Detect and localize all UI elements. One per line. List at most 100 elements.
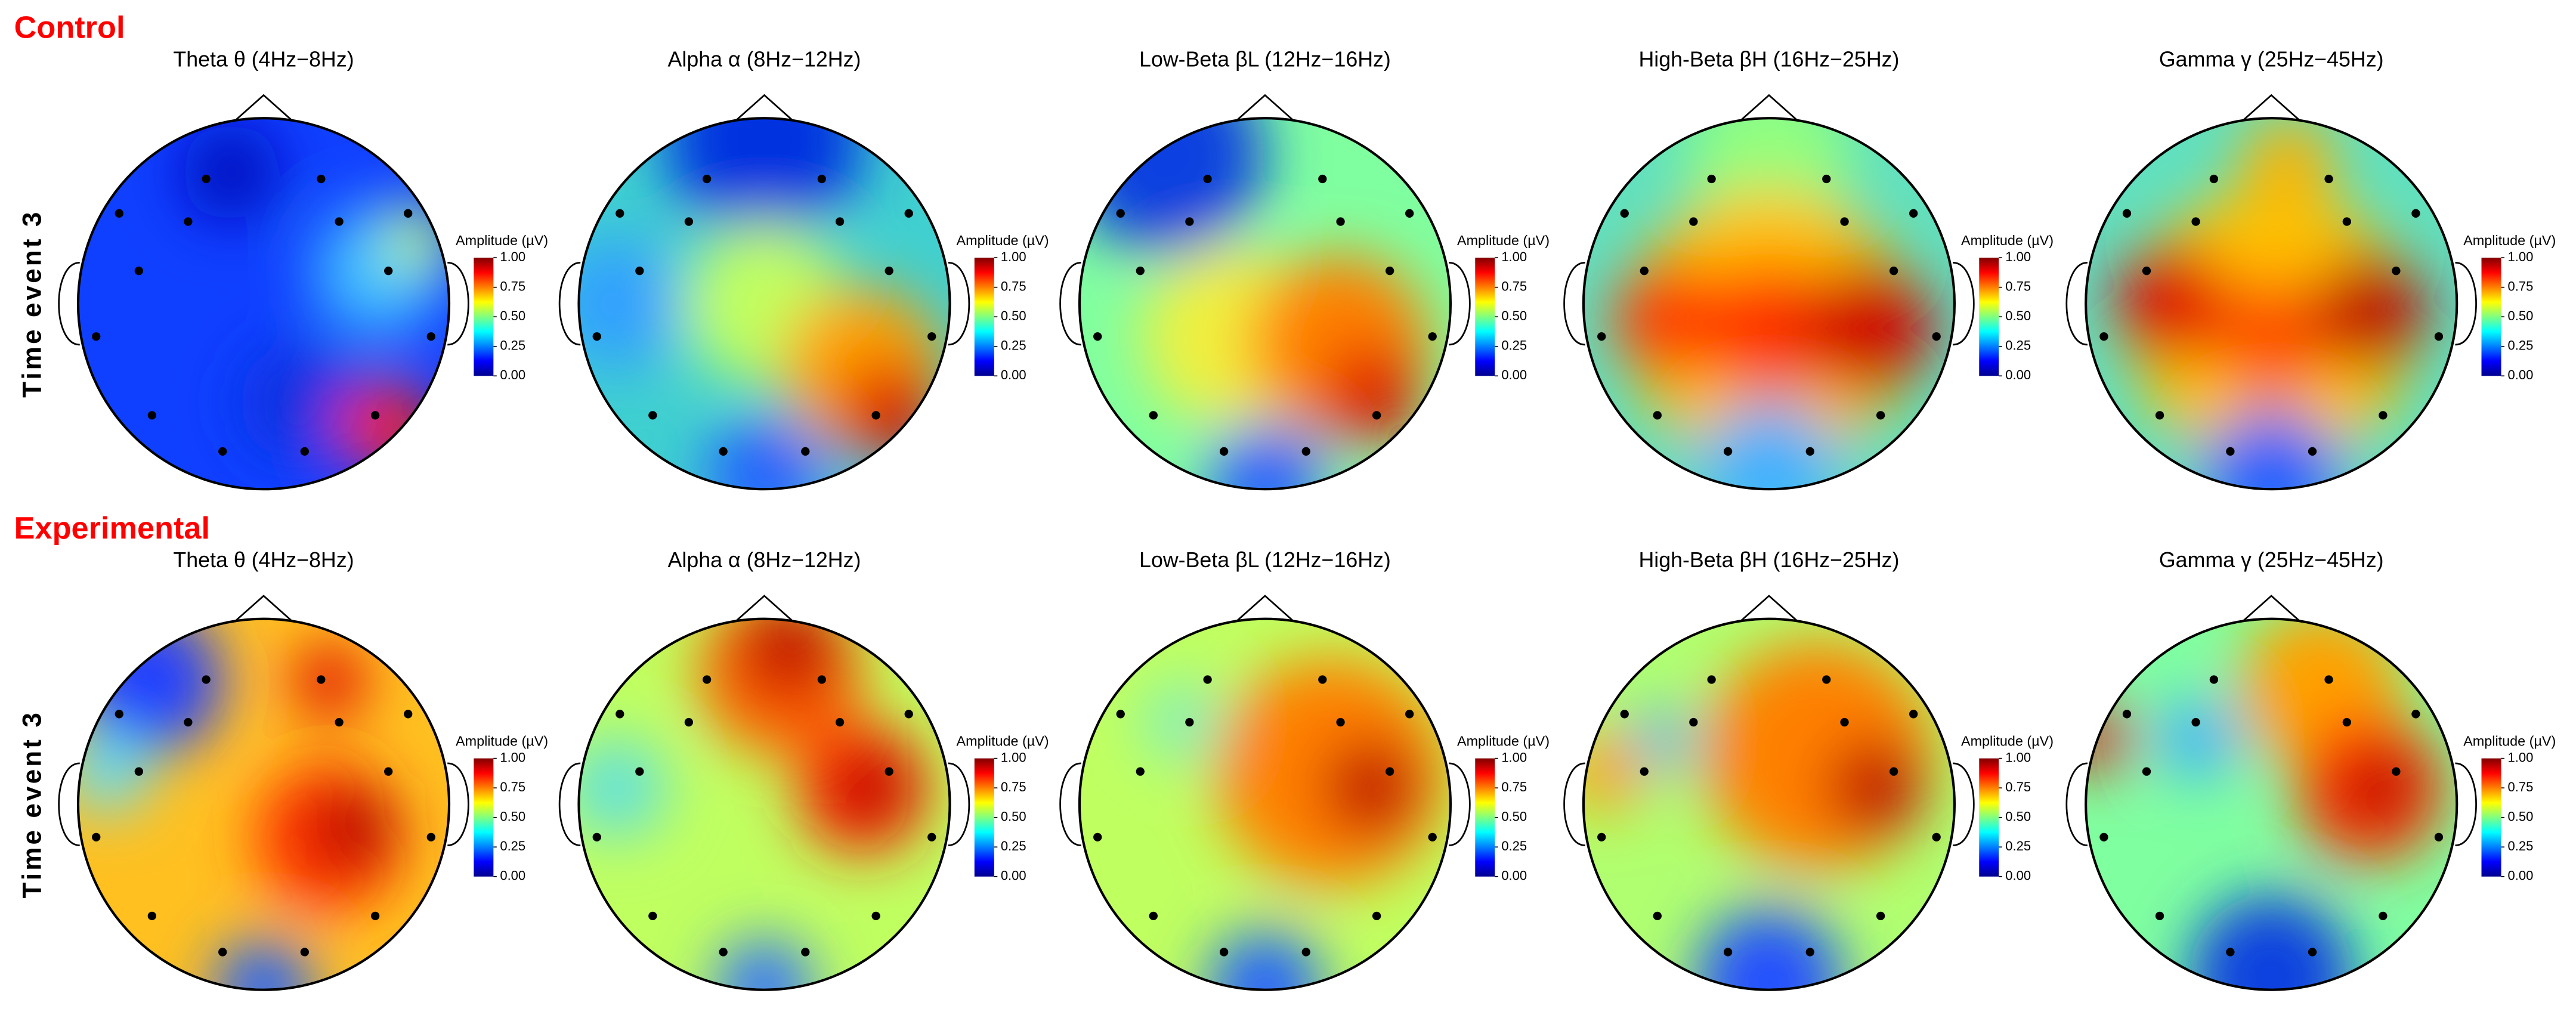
electrode [1336,217,1345,226]
heatmap [579,118,950,490]
colorbar-tick-label: 1.00 [2005,750,2031,765]
electrode [1620,710,1629,719]
electrode [2191,217,2200,226]
colorbar-title: Amplitude (µV) [1457,733,1550,748]
ear [948,262,970,346]
colorbar [1475,758,1495,877]
electrode [1372,911,1381,921]
nose [1235,94,1295,122]
ear [1449,762,1471,846]
electrode [1428,833,1437,841]
heatmap [2086,118,2457,490]
colorbar-tick-label: 1.00 [500,249,525,264]
electrode [1185,217,1194,226]
electrode [2308,948,2317,957]
electrode [115,710,123,719]
electrode [2191,717,2200,727]
electrode [835,717,845,727]
colorbar-tick-label: 0.75 [1001,279,1026,293]
electrode [2122,209,2132,218]
electrode [2411,209,2420,218]
ear [948,762,970,846]
electrode [2379,911,2388,921]
electrode [1822,174,1831,184]
electrode [1723,447,1733,456]
colorbar [974,258,994,376]
electrode [2434,332,2444,341]
electrode [719,948,728,957]
colorbar-tick-label: 0.00 [1001,367,1026,382]
colorbar-tick-label: 0.50 [1001,308,1026,323]
ear [2455,762,2477,846]
colorbar-title: Amplitude (µV) [1961,233,2054,248]
colorbar-tick-label: 0.00 [2508,367,2534,382]
colorbar-tick-label: 0.25 [2508,839,2534,853]
electrode [1620,209,1629,218]
electrode [426,833,435,841]
ear [1563,762,1585,846]
electrode [871,911,880,921]
electrode [1385,266,1394,276]
electrode [1707,675,1716,684]
panel-title: High-Beta βH (16Hz−25Hz) [1638,47,1899,71]
electrode [1653,911,1662,921]
electrode [1840,717,1849,727]
electrode [885,266,893,276]
electrode [1405,209,1414,218]
ear [2065,262,2088,346]
electrode [1185,717,1194,727]
electrode [2324,174,2333,184]
colorbar-tick-label: 0.25 [2005,839,2031,853]
colorbar-tick-label: 0.25 [2005,338,2031,353]
electrode [1301,447,1310,456]
nose [734,94,794,122]
electrode [684,217,694,226]
electrode [300,948,309,957]
colorbar-tick-label: 1.00 [2005,249,2031,264]
electrode [2209,174,2219,184]
topomap-panel: Low-Beta βL (12Hz−16Hz) Amplitude (µV) 0.0… [1059,47,1550,491]
nose [1235,595,1295,623]
electrode [1093,833,1102,841]
electrode [92,833,101,841]
electrode [384,767,393,776]
colorbar-tick-label: 0.75 [2005,279,2031,293]
colorbar-title: Amplitude (µV) [2463,733,2556,748]
colorbar-tick-label: 0.50 [1501,809,1527,824]
colorbar-title: Amplitude (µV) [1457,233,1550,248]
panel-title: Alpha α (8Hz−12Hz) [668,47,861,71]
colorbar-tick-label: 0.00 [2508,868,2534,883]
electrode [1336,717,1345,727]
electrode [1203,675,1212,684]
colorbar-tick-label: 0.50 [1001,809,1026,824]
electrode [719,447,728,456]
electrode [648,911,657,921]
colorbar-tick-label: 0.75 [1001,779,1026,794]
colorbar [474,258,494,376]
colorbar-tick-label: 0.75 [2508,279,2534,293]
colorbar-tick-label: 0.00 [500,868,525,883]
electrode [2226,948,2235,957]
topomap-panel: Low-Beta βL (12Hz−16Hz) Amplitude (µV) 0.0… [1059,548,1550,991]
electrode [317,174,326,184]
heatmap [1079,618,1451,990]
colorbar-tick-label: 0.75 [500,279,525,293]
electrode [2122,710,2132,719]
electrode [1219,948,1229,957]
electrode [184,717,193,727]
heatmap [78,118,450,490]
electrode [817,174,826,184]
ear [1059,762,1081,846]
electrode [801,948,810,957]
colorbar-tick-label: 0.00 [1501,367,1527,382]
electrode [904,710,913,719]
electrode [2342,217,2351,226]
colorbar-tick-label: 0.50 [2005,308,2031,323]
electrode [2434,833,2444,841]
colorbar-tick-label: 0.00 [2005,868,2031,883]
colorbar-title: Amplitude (µV) [2463,233,2556,248]
heatmap [579,618,950,990]
electrode [1689,217,1698,226]
